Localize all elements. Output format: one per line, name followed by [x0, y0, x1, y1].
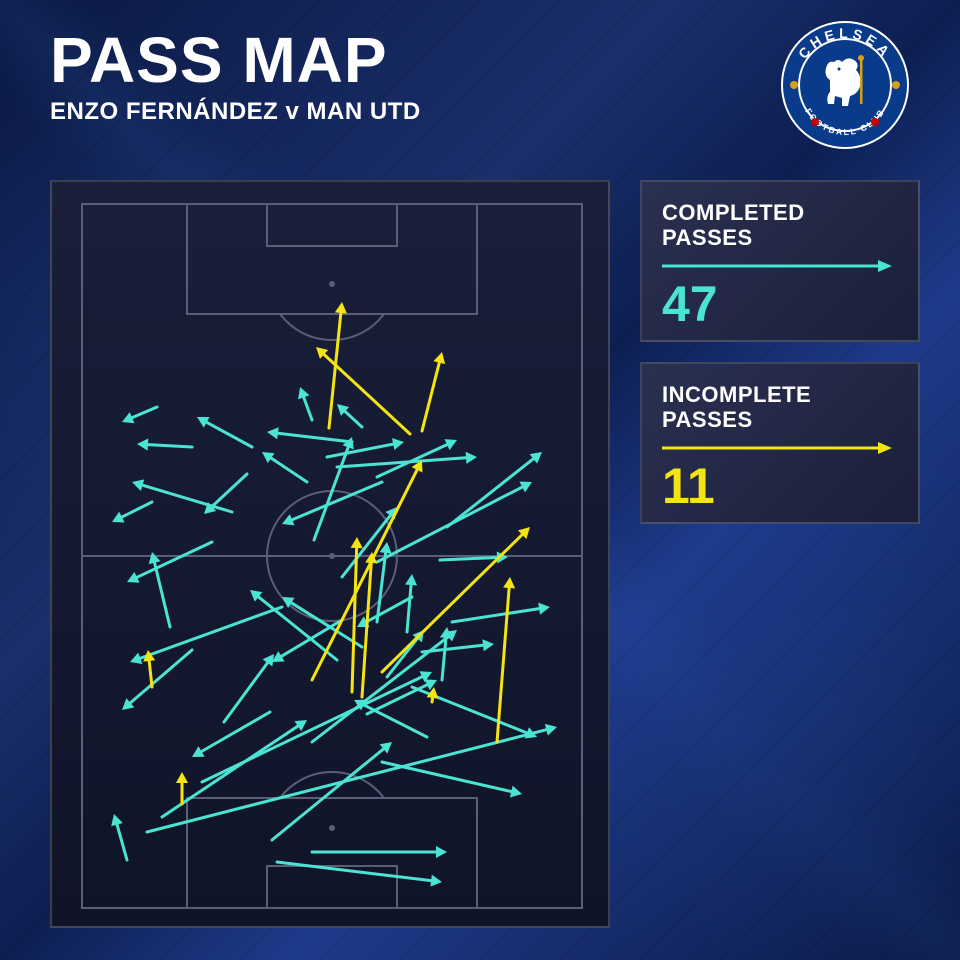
title-block: PASS MAP ENZO FERNÁNDEZ v MAN UTD [50, 28, 421, 126]
completed-value: 47 [662, 279, 898, 329]
completed-label-1: COMPLETED [662, 200, 805, 225]
header: PASS MAP ENZO FERNÁNDEZ v MAN UTD CHELSE… [50, 28, 910, 150]
chelsea-badge-icon: CHELSEA FOOTBALL CLUB [780, 20, 910, 150]
incomplete-label: INCOMPLETE PASSES [662, 382, 898, 433]
completed-passes-panel: COMPLETED PASSES 47 [640, 180, 920, 342]
completed-arrow-icon [662, 259, 892, 273]
page-subtitle: ENZO FERNÁNDEZ v MAN UTD [50, 98, 421, 126]
pass-map-chart [52, 182, 612, 930]
pitch-container [50, 180, 610, 928]
incomplete-label-2: PASSES [662, 407, 753, 432]
incomplete-label-1: INCOMPLETE [662, 382, 811, 407]
completed-label: COMPLETED PASSES [662, 200, 898, 251]
incomplete-value: 11 [662, 461, 898, 511]
completed-label-2: PASSES [662, 225, 753, 250]
page-title: PASS MAP [50, 28, 421, 92]
incomplete-arrow-icon [662, 441, 892, 455]
incomplete-passes-panel: INCOMPLETE PASSES 11 [640, 362, 920, 524]
